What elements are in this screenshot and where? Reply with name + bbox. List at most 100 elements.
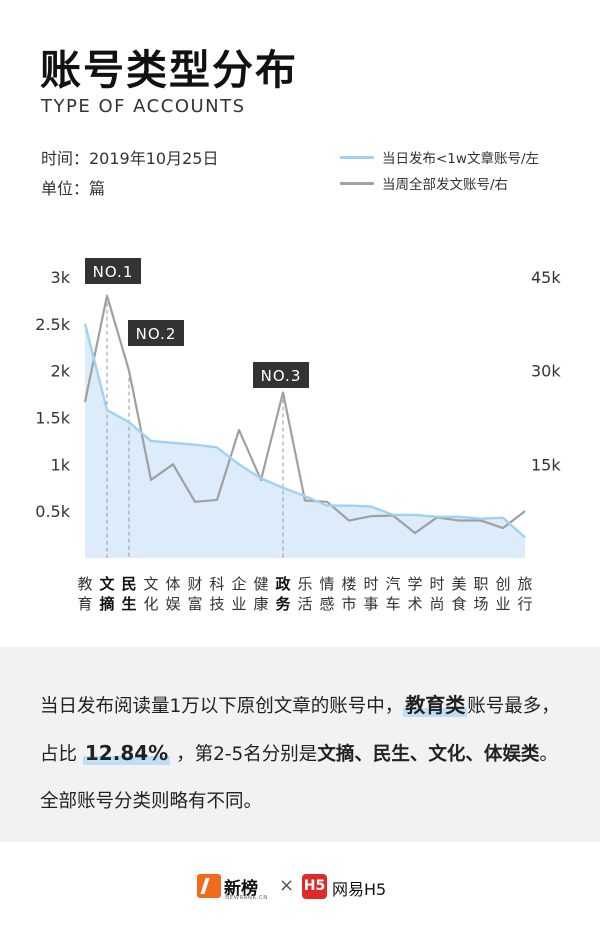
times-icon: × bbox=[279, 875, 295, 896]
daily-series-area bbox=[85, 323, 525, 558]
category-label-时事: 事 bbox=[363, 595, 378, 613]
category-label-财富: 富 bbox=[187, 595, 202, 613]
daily-point-乐活 bbox=[304, 495, 306, 497]
category-label-科技: 科 bbox=[209, 575, 224, 593]
weekly-point-乐活 bbox=[304, 500, 306, 502]
left-axis-tick: 1k bbox=[51, 455, 71, 474]
right-axis-tick: 45k bbox=[531, 268, 561, 287]
category-label-情感: 情 bbox=[319, 575, 334, 593]
category-label-企业: 企 bbox=[231, 575, 246, 593]
weekly-point-政务 bbox=[282, 392, 284, 394]
right-axis-tick: 30k bbox=[531, 362, 561, 381]
category-label-体娱: 娱 bbox=[165, 595, 180, 613]
weekly-point-健康 bbox=[260, 479, 262, 481]
category-label-政务: 务 bbox=[275, 595, 291, 613]
weekly-point-职场 bbox=[480, 520, 482, 522]
daily-point-民生 bbox=[128, 421, 130, 423]
legend-swatch-daily bbox=[340, 155, 374, 159]
category-label-时尚: 尚 bbox=[429, 595, 444, 613]
category-label-健康: 健 bbox=[253, 575, 268, 593]
weekly-point-民生 bbox=[128, 370, 130, 372]
category-label-楼市: 楼 bbox=[341, 575, 356, 593]
weekly-point-体娱 bbox=[172, 463, 174, 465]
dual-axis-chart: 0.5k1k1.5k2k2.5k3k15k30k45k教育文摘民生文化体娱财富科… bbox=[35, 258, 561, 613]
daily-point-科技 bbox=[216, 446, 218, 448]
weekly-point-科技 bbox=[216, 499, 218, 501]
left-axis-tick: 3k bbox=[51, 268, 71, 287]
daily-point-时事 bbox=[370, 505, 372, 507]
category-label-教育: 育 bbox=[77, 595, 92, 613]
category-label-职场: 场 bbox=[473, 595, 488, 613]
legend: 当日发布<1w文章账号/左 当周全部发文账号/右 bbox=[340, 144, 539, 196]
category-label-政务: 政 bbox=[275, 575, 291, 593]
annotation-box bbox=[85, 258, 141, 284]
summary-part-2: 账号最多，占比 bbox=[40, 696, 560, 765]
annotation-box bbox=[253, 362, 309, 388]
left-axis-tick: 0.5k bbox=[35, 502, 70, 521]
left-axis-tick: 2k bbox=[51, 362, 71, 381]
weekly-point-美食 bbox=[458, 520, 460, 522]
category-label-文化: 文 bbox=[143, 575, 158, 593]
category-label-汽车: 汽 bbox=[385, 575, 400, 593]
summary-part-3: ，第2-5名分别是 bbox=[170, 744, 318, 765]
category-label-健康: 康 bbox=[253, 595, 268, 613]
legend-item-daily: 当日发布<1w文章账号/左 bbox=[340, 144, 539, 170]
daily-point-政务 bbox=[282, 487, 284, 489]
category-label-学术: 学 bbox=[407, 575, 422, 593]
daily-point-美食 bbox=[458, 516, 460, 518]
category-label-乐活: 乐 bbox=[297, 575, 312, 593]
newrank-brand: 新榜 bbox=[224, 879, 258, 899]
category-label-教育: 教 bbox=[77, 575, 92, 593]
daily-point-学术 bbox=[414, 514, 416, 516]
category-label-企业: 业 bbox=[231, 595, 246, 613]
weekly-point-情感 bbox=[326, 501, 328, 503]
summary-part-1: 当日发布阅读量1万以下原创文章的账号中， bbox=[40, 696, 404, 717]
summary-part-4: 。全部账号分类则略有不同。 bbox=[40, 744, 558, 812]
summary-top-categories: 文摘、民生、文化、体娱类 bbox=[317, 744, 540, 765]
weekly-point-财富 bbox=[194, 501, 196, 503]
category-label-时事: 时 bbox=[363, 575, 378, 593]
summary-text: 当日发布阅读量1万以下原创文章的账号中， 教育类 账号最多，占比 12.84% ，第… bbox=[40, 682, 570, 825]
annotation-label: NO.3 bbox=[261, 367, 302, 385]
weekly-point-旅行 bbox=[524, 510, 526, 512]
legend-label-weekly: 当周全部发文账号/右 bbox=[382, 177, 509, 193]
date-label: 时间：2019年10月25日 bbox=[41, 149, 219, 168]
unit-label: 单位：篇 bbox=[41, 179, 106, 198]
daily-point-教育 bbox=[84, 323, 86, 325]
daily-point-创业 bbox=[502, 517, 504, 519]
weekly-point-文化 bbox=[150, 479, 152, 481]
category-label-美食: 食 bbox=[451, 595, 466, 613]
weekly-point-企业 bbox=[238, 429, 240, 431]
daily-point-企业 bbox=[238, 463, 240, 465]
left-axis-tick: 2.5k bbox=[35, 315, 70, 334]
category-label-创业: 业 bbox=[495, 595, 510, 613]
category-label-楼市: 市 bbox=[341, 595, 356, 613]
chart-title: 账号类型分布 bbox=[40, 46, 298, 94]
daily-point-楼市 bbox=[348, 505, 350, 507]
newrank-logo-icon bbox=[197, 874, 221, 898]
category-label-文摘: 文 bbox=[99, 575, 115, 593]
category-label-科技: 技 bbox=[209, 595, 224, 613]
category-label-民生: 生 bbox=[121, 595, 136, 613]
footer: 新榜 NEWRANK.CN × H5 网易H5 bbox=[0, 860, 600, 910]
category-label-学术: 术 bbox=[407, 595, 422, 613]
daily-point-文摘 bbox=[106, 409, 108, 411]
highlight-education: 教育类 bbox=[403, 693, 468, 717]
legend-item-weekly: 当周全部发文账号/右 bbox=[340, 170, 539, 196]
category-label-文摘: 摘 bbox=[99, 595, 114, 613]
weekly-point-教育 bbox=[84, 401, 86, 403]
daily-point-职场 bbox=[480, 518, 482, 520]
legend-swatch-weekly bbox=[340, 181, 374, 185]
category-label-文化: 化 bbox=[143, 595, 158, 613]
daily-point-健康 bbox=[260, 477, 262, 479]
weekly-point-时事 bbox=[370, 515, 372, 517]
category-label-美食: 美 bbox=[451, 575, 466, 593]
left-axis-tick: 1.5k bbox=[35, 409, 70, 428]
weekly-point-学术 bbox=[414, 532, 416, 534]
category-label-旅行: 旅 bbox=[517, 575, 532, 593]
weekly-point-创业 bbox=[502, 527, 504, 529]
annotation-label: NO.1 bbox=[93, 263, 134, 281]
category-label-职场: 职 bbox=[473, 575, 488, 593]
daily-point-情感 bbox=[326, 505, 328, 507]
category-label-民生: 民 bbox=[121, 575, 136, 593]
